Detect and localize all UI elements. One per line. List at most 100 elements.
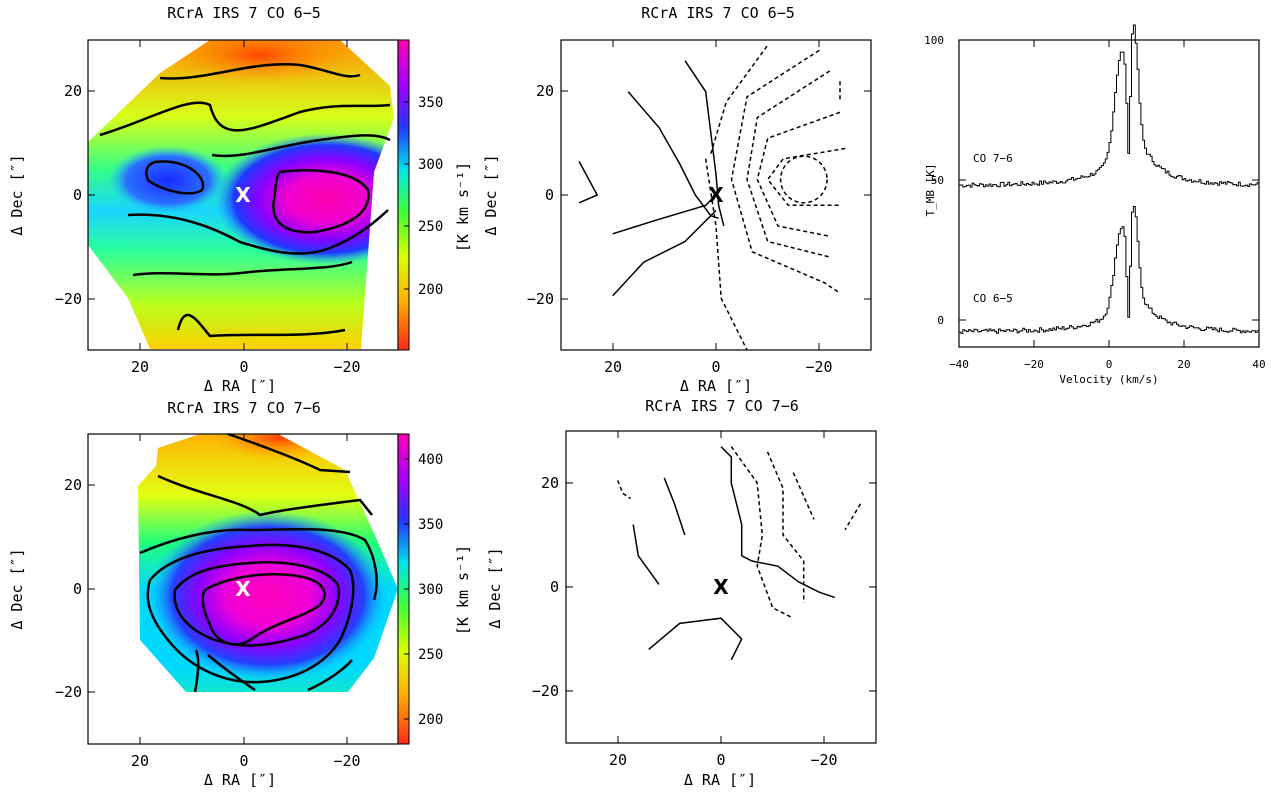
x-tick: −20 xyxy=(333,752,360,770)
panel-spectra: −40 −20 0 20 40 100 50 0 Velocity (km/s)… xyxy=(924,24,1266,386)
co76-map-title: RCrA IRS 7 CO 7−6 xyxy=(167,399,321,417)
co76-solid-contour-3 xyxy=(720,446,743,556)
y-tick: −20 xyxy=(55,683,82,701)
co65-dashed-contour-11 xyxy=(779,155,828,204)
co76-dashed-contour-9 xyxy=(792,472,815,520)
x-tick: 0 xyxy=(711,358,720,376)
y-axis-label: Δ Dec [″] xyxy=(8,548,26,629)
annotation-co76: CO 7−6 xyxy=(973,152,1013,165)
x-axis-label: Δ RA [″] xyxy=(680,377,752,395)
x-tick: 0 xyxy=(239,358,248,376)
y-tick: 20 xyxy=(536,82,554,100)
y-tick: 0 xyxy=(550,578,559,596)
x-tick: 0 xyxy=(239,752,248,770)
y-tick: 0 xyxy=(937,314,944,327)
co65-solid-contour-4 xyxy=(612,209,717,297)
co76-contours xyxy=(139,432,378,693)
y-tick: 20 xyxy=(64,476,82,494)
co76-contour-axes: RCrA IRS 7 CO 7−6 20 0 −20 20 0 −20 Δ RA… xyxy=(486,397,877,789)
co76-solid-contour-2 xyxy=(663,477,686,536)
x-tick: 20 xyxy=(131,358,149,376)
colorbar-tick: 400 xyxy=(418,452,443,468)
y-tick: −20 xyxy=(55,290,82,308)
y-axis-label: Δ Dec [″] xyxy=(482,154,500,235)
co65-colorbar: 350 300 250 200 [K km s⁻¹] xyxy=(397,39,472,351)
y-tick: 0 xyxy=(73,580,82,598)
co65-solid-contour-3 xyxy=(612,194,717,235)
y-tick: −20 xyxy=(527,290,554,308)
co76-solid-contour-4 xyxy=(741,555,799,583)
co65-dashed-contour-9 xyxy=(756,111,841,238)
x-tick: 20 xyxy=(131,752,149,770)
co76-dashed-contour-0 xyxy=(617,480,632,500)
co76-dashed-contour-10 xyxy=(844,503,862,531)
co76-dashed-contour-7 xyxy=(730,446,794,619)
co65-dashed-contour-5 xyxy=(704,158,748,351)
x-axis-label: Δ RA [″] xyxy=(204,377,276,395)
co76-solid-contour-1 xyxy=(632,524,660,585)
colorbar-tick: 350 xyxy=(418,517,443,533)
co65-contour-lines xyxy=(578,44,846,351)
y-tick: 50 xyxy=(931,174,944,187)
co65-contour-title: RCrA IRS 7 CO 6−5 xyxy=(641,4,795,22)
colorbar-tick: 300 xyxy=(418,582,443,598)
x-tick: −20 xyxy=(1024,358,1044,371)
co65-map-axes: RCrA IRS 7 CO 6−5 20 0 −20 20 0 −20 Δ RA… xyxy=(8,4,399,395)
y-tick: 20 xyxy=(541,474,559,492)
co76-solid-contour-6 xyxy=(648,617,743,661)
co65-solid-contour-1 xyxy=(627,91,719,220)
co65-dashed-contour-7 xyxy=(730,49,841,294)
colorbar-tick: 200 xyxy=(418,712,443,728)
source-marker-x: X xyxy=(713,575,729,599)
panel-co65-map: X RCrA IRS 7 CO 6−5 20 0 −20 20 0 −20 Δ … xyxy=(8,4,472,395)
co65-dashed-contour-10 xyxy=(766,147,846,207)
co65-dashed-contour-6 xyxy=(710,44,769,154)
x-tick: −20 xyxy=(805,358,832,376)
x-tick: 20 xyxy=(1177,358,1190,371)
co76-contour-lines xyxy=(617,446,862,661)
source-marker-x: X xyxy=(708,183,724,207)
co65-solid-contour-2 xyxy=(684,60,725,227)
colorbar-label: [K km s⁻¹] xyxy=(454,545,472,635)
colorbar-label: [K km s⁻¹] xyxy=(454,162,472,252)
annotation-co65: CO 6−5 xyxy=(973,292,1013,305)
x-tick: 0 xyxy=(716,751,725,769)
source-marker-x: X xyxy=(235,577,251,601)
y-axis-label: T_MB [K] xyxy=(924,164,937,217)
x-tick: 20 xyxy=(604,358,622,376)
y-tick: 20 xyxy=(64,82,82,100)
x-tick: −20 xyxy=(333,358,360,376)
x-tick: 20 xyxy=(609,751,627,769)
co76-colorbar: 400 350 300 250 200 [K km s⁻¹] xyxy=(397,433,472,745)
x-tick: 40 xyxy=(1252,358,1265,371)
x-axis-label: Δ RA [″] xyxy=(204,771,276,789)
co76-solid-contour-5 xyxy=(798,581,835,599)
spectrum-line-1 xyxy=(959,206,1260,334)
co65-colormap xyxy=(88,40,394,349)
y-tick: 0 xyxy=(73,186,82,204)
y-tick: 0 xyxy=(545,186,554,204)
colorbar-tick: 250 xyxy=(418,219,443,235)
panel-co65-contours: X RCrA IRS 7 CO 6−5 20 0 −20 20 0 −20 Δ … xyxy=(482,4,872,395)
co76-contour-title: RCrA IRS 7 CO 7−6 xyxy=(645,397,799,415)
x-axis-label: Velocity (km/s) xyxy=(1059,373,1158,386)
y-tick: 100 xyxy=(924,34,944,47)
colorbar-tick: 350 xyxy=(418,95,443,111)
co65-map-title: RCrA IRS 7 CO 6−5 xyxy=(167,4,321,22)
y-axis-label: Δ Dec [″] xyxy=(486,547,504,628)
co65-contours xyxy=(99,63,391,338)
colorbar-tick: 300 xyxy=(418,157,443,173)
y-tick: −20 xyxy=(532,682,559,700)
colorbar-tick: 200 xyxy=(418,282,443,298)
spectrum-line-0 xyxy=(959,24,1260,188)
co65-dashed-contour-8 xyxy=(746,70,831,258)
y-axis-label: Δ Dec [″] xyxy=(8,154,26,235)
spectra-lines xyxy=(959,24,1260,334)
colorbar-tick: 250 xyxy=(418,647,443,663)
panel-co76-contours: X RCrA IRS 7 CO 7−6 20 0 −20 20 0 −20 Δ … xyxy=(486,397,877,789)
x-tick: −40 xyxy=(949,358,969,371)
source-marker-x: X xyxy=(235,183,251,207)
x-tick: −20 xyxy=(810,751,837,769)
co65-solid-contour-0 xyxy=(578,161,599,204)
